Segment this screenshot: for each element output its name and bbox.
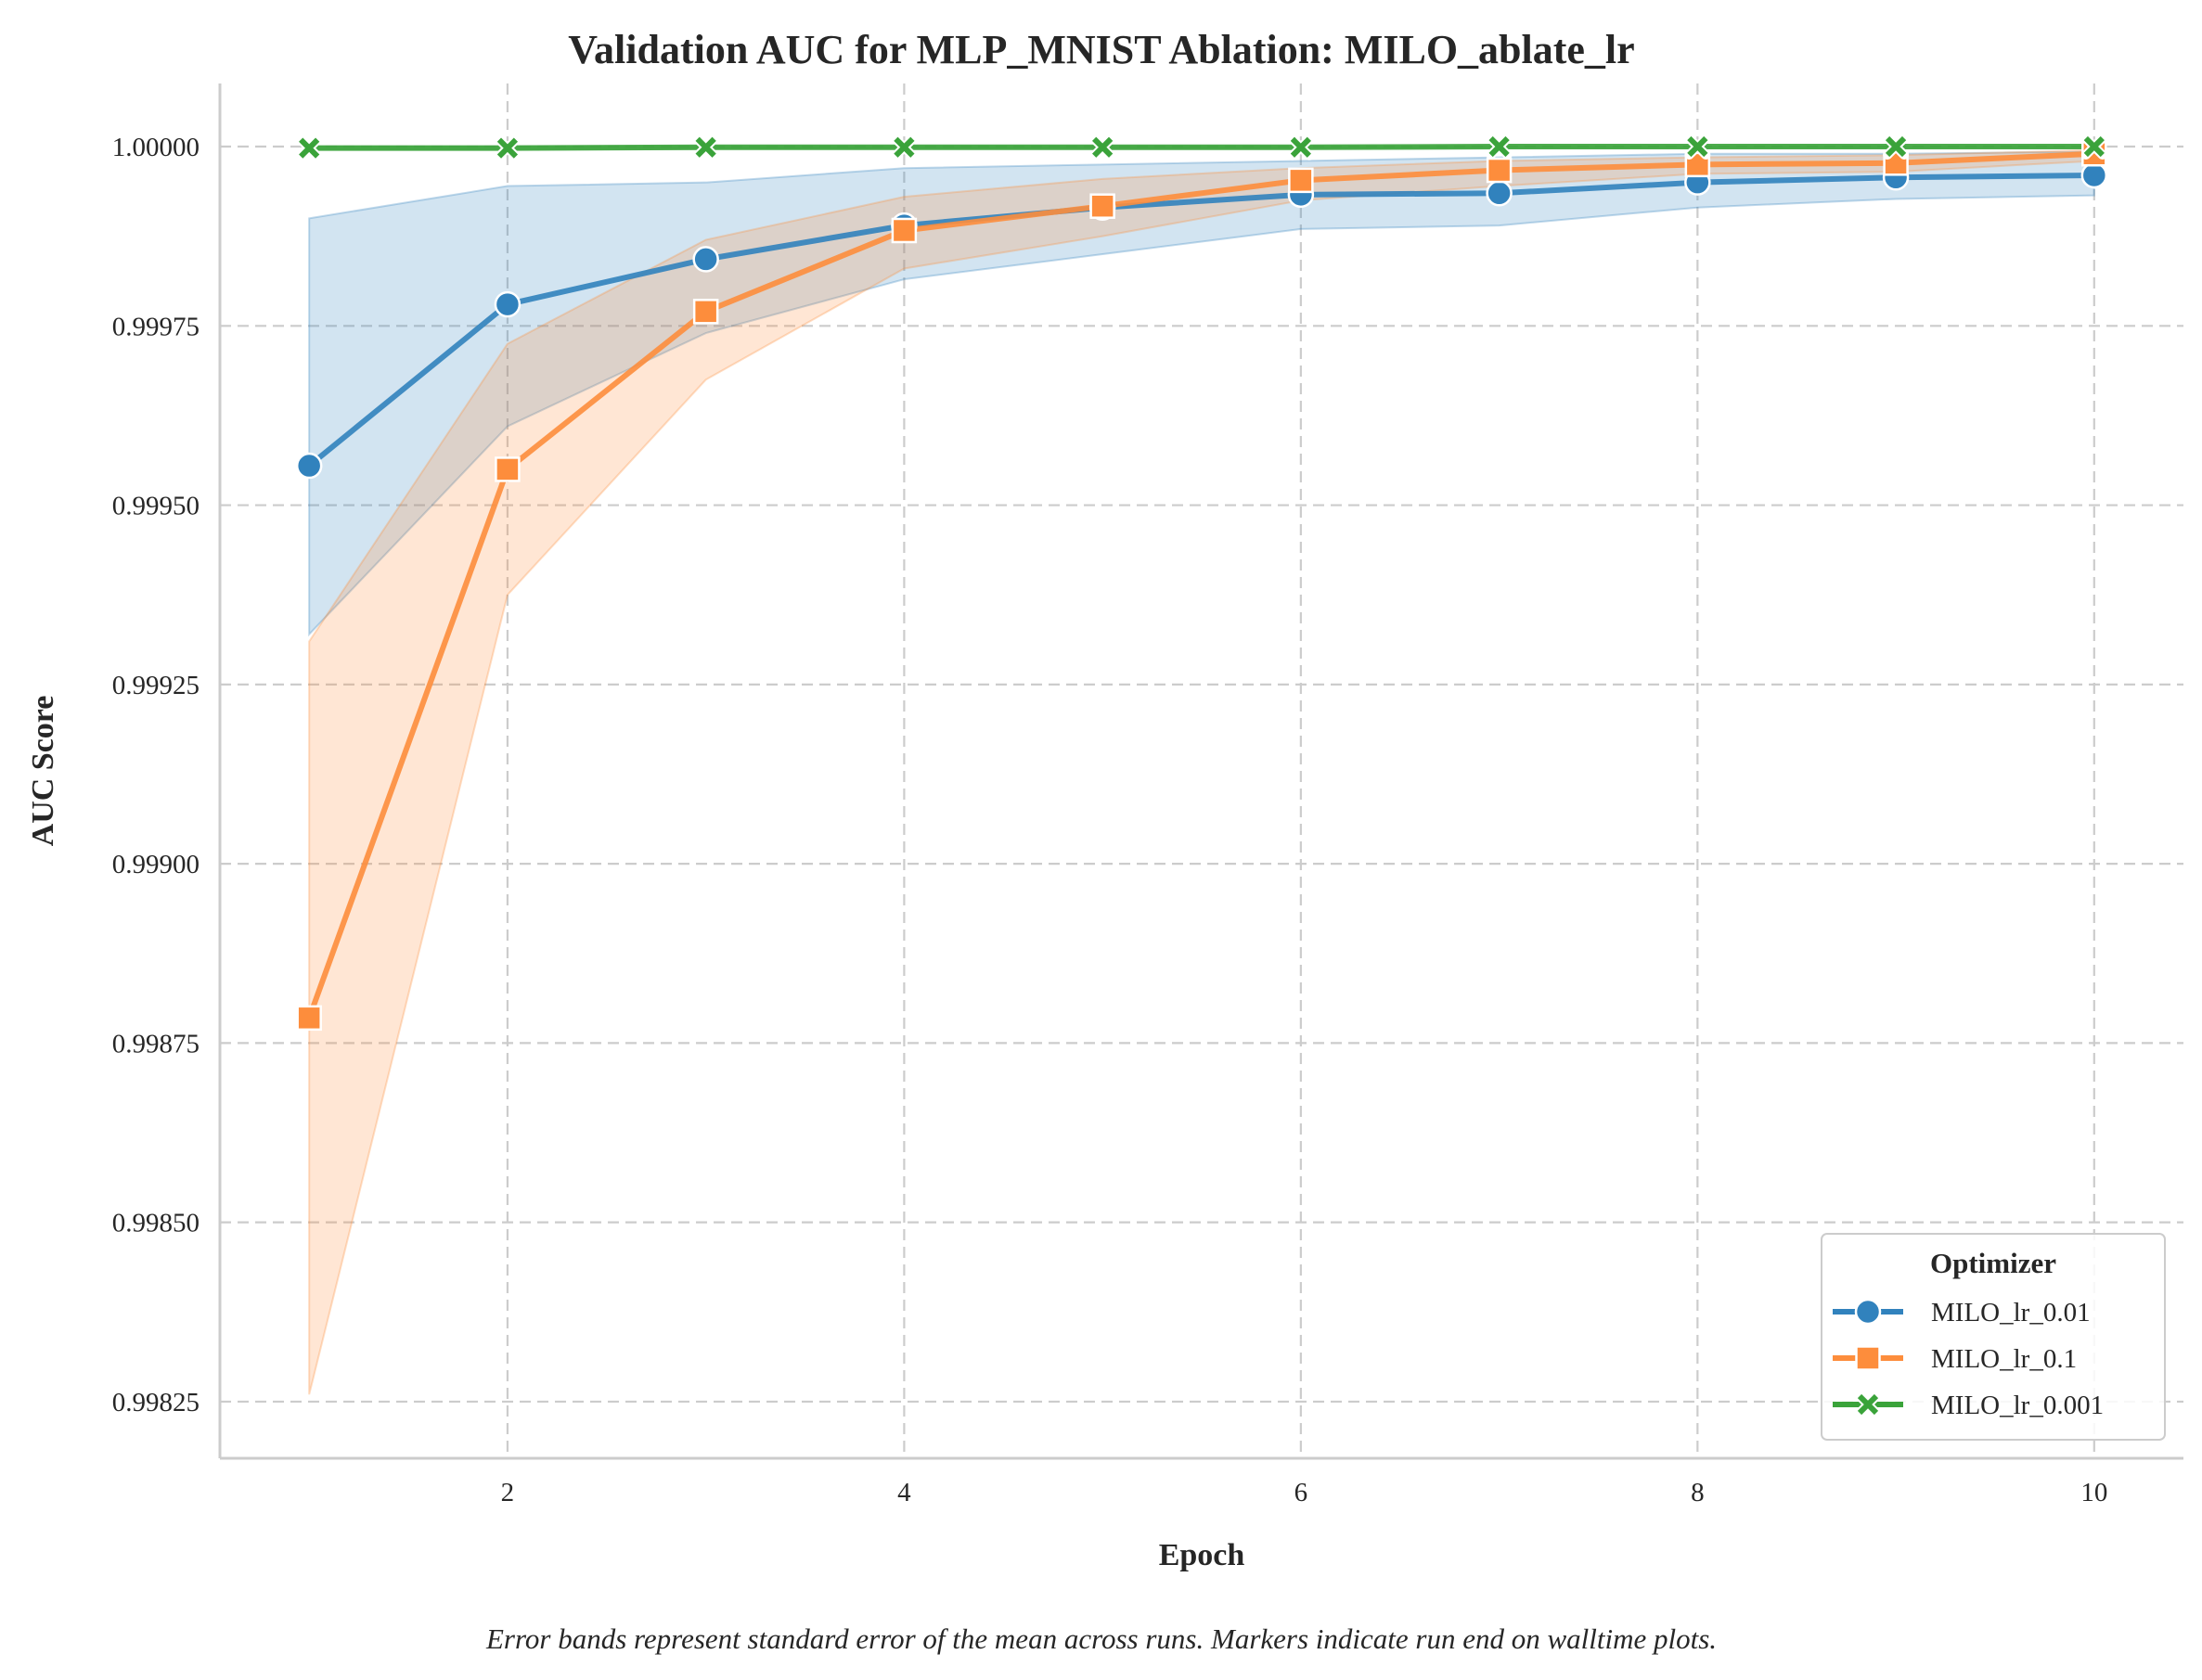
x-tick-label: 4 [897, 1478, 911, 1507]
chart-title: Validation AUC for MLP_MNIST Ablation: M… [568, 27, 1634, 72]
series-line-MILO_lr_0.01 [307, 172, 2094, 468]
y-tick-label: 0.99950 [112, 492, 200, 521]
error-band-MILO_lr_0.01 [308, 150, 2095, 637]
x-axis-label: Epoch [1159, 1538, 1245, 1572]
tick-label-layer: 0.99825 0.99850 0.99875 0.99900 0.99925 0.999… [112, 133, 2108, 1507]
y-axis-label: AUC Score [26, 696, 60, 847]
legend-entry: MILO_lr_0.1 [1833, 1344, 2077, 1374]
data-point-MILO_lr_0.001 [1287, 134, 1314, 160]
data-point-MILO_lr_0.001 [2080, 134, 2107, 160]
legend: Optimizer MILO_lr_0.01MILO_lr_0.1MILO_lr… [1821, 1233, 2166, 1441]
data-point-MILO_lr_0.1 [692, 299, 719, 325]
data-point-MILO_lr_0.01 [494, 290, 522, 318]
legend-entry: MILO_lr_0.001 [1833, 1391, 2104, 1420]
y-tick-label: 0.99975 [112, 312, 200, 341]
data-point-MILO_lr_0.01 [295, 452, 323, 480]
legend-label: MILO_lr_0.1 [1931, 1344, 2077, 1374]
y-tick-label: 0.99875 [112, 1029, 200, 1058]
x-tick-label: 8 [1691, 1478, 1705, 1507]
series-line-MILO_lr_0.001 [309, 144, 2094, 151]
data-point-MILO_lr_0.001 [1883, 134, 1910, 160]
y-tick-label: 0.99850 [112, 1209, 200, 1238]
marker-layer [295, 134, 2108, 1032]
data-point-MILO_lr_0.001 [1089, 134, 1116, 160]
data-point-MILO_lr_0.001 [494, 135, 521, 161]
data-point-MILO_lr_0.001 [296, 135, 323, 161]
data-point-MILO_lr_0.1 [296, 1005, 322, 1032]
legend-frame [1821, 1233, 2166, 1441]
data-point-MILO_lr_0.001 [1684, 134, 1711, 160]
data-point-MILO_lr_0.1 [1486, 157, 1513, 184]
legend-title: Optimizer [1930, 1247, 2056, 1279]
data-point-MILO_lr_0.1 [1089, 193, 1115, 219]
data-point-MILO_lr_0.001 [692, 134, 719, 160]
data-point-MILO_lr_0.1 [891, 217, 918, 244]
data-point-MILO_lr_0.001 [891, 134, 918, 160]
chart-caption: Error bands represent standard error of … [485, 1622, 1717, 1655]
data-point-MILO_lr_0.01 [2080, 161, 2108, 189]
legend-items: MILO_lr_0.01 MILO_lr_0.1 MILO_lr_0.001 [1833, 1298, 2104, 1420]
axis-layer [218, 83, 2183, 1460]
legend-label: MILO_lr_0.01 [1931, 1298, 2091, 1327]
legend-swatch-marker [1855, 1345, 1881, 1371]
data-point-MILO_lr_0.01 [1486, 180, 1513, 207]
data-point-MILO_lr_0.1 [1288, 167, 1314, 194]
series-line-MILO_lr_0.1 [306, 150, 2094, 1020]
legend-label: MILO_lr_0.001 [1931, 1391, 2104, 1420]
legend-swatch-marker [1855, 1391, 1881, 1417]
data-point-MILO_lr_0.1 [495, 456, 521, 482]
data-point-MILO_lr_0.01 [692, 246, 719, 273]
legend-entry: MILO_lr_0.01 [1833, 1298, 2091, 1327]
y-tick-label: 0.99825 [112, 1388, 200, 1417]
y-tick-label: 0.99900 [112, 850, 200, 879]
series-line-layer [306, 144, 2094, 1020]
legend-swatch-marker [1854, 1298, 1882, 1326]
x-tick-label: 10 [2080, 1478, 2107, 1507]
data-point-MILO_lr_0.001 [1486, 134, 1513, 160]
x-tick-label: 2 [501, 1478, 515, 1507]
y-tick-label: 1.00000 [112, 133, 200, 162]
y-tick-label: 0.99925 [112, 671, 200, 700]
x-tick-label: 6 [1294, 1478, 1308, 1507]
